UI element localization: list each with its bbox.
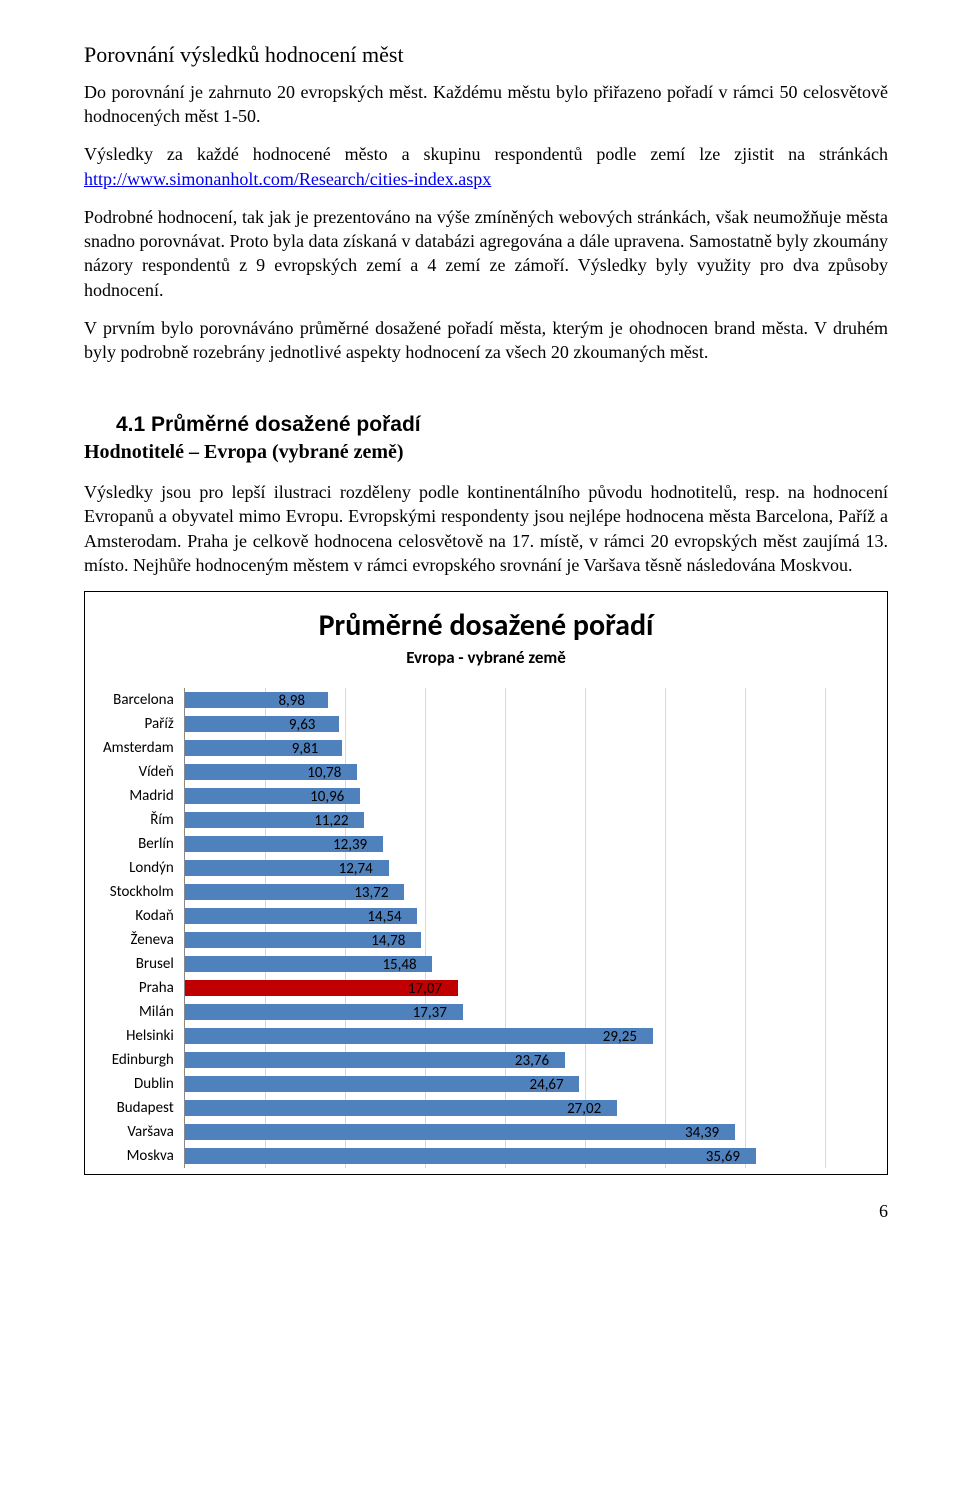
chart-bar-row: 27,02 — [185, 1096, 825, 1120]
chart-category-label: Barcelona — [103, 688, 174, 712]
chart-category-label: Madrid — [103, 784, 174, 808]
chart-category-label: Vídeň — [103, 760, 174, 784]
chart-bar-value: 10,78 — [307, 763, 341, 783]
research-link[interactable]: http://www.simonanholt.com/Research/citi… — [84, 169, 491, 189]
chart-bar-value: 23,76 — [515, 1051, 549, 1071]
paragraph-1: Do porovnání je zahrnuto 20 evropských m… — [84, 80, 888, 129]
chart-category-label: Budapest — [103, 1096, 174, 1120]
chart-bar-row: 10,78 — [185, 760, 825, 784]
chart-bar-row: 14,78 — [185, 928, 825, 952]
chart-category-label: Helsinki — [103, 1024, 174, 1048]
chart-bar-value: 15,48 — [382, 955, 416, 975]
chart-bar-row: 10,96 — [185, 784, 825, 808]
chart-category-label: Řím — [103, 808, 174, 832]
chart-bar-row: 17,07 — [185, 976, 825, 1000]
chart-title: Průměrné dosažené pořadí — [103, 606, 869, 647]
chart-bar-value: 9,63 — [289, 715, 316, 735]
chart-category-label: Praha — [103, 976, 174, 1000]
chart-category-label: Londýn — [103, 856, 174, 880]
chart-category-label: Milán — [103, 1000, 174, 1024]
chart-bar-value: 14,78 — [371, 931, 405, 951]
chart-category-label: Berlín — [103, 832, 174, 856]
chart-category-label: Kodaň — [103, 904, 174, 928]
chart-category-label: Paříž — [103, 712, 174, 736]
chart-gridline — [825, 688, 826, 1168]
chart-bar-row: 24,67 — [185, 1072, 825, 1096]
chart-bar — [185, 1076, 580, 1092]
chart-category-label: Edinburgh — [103, 1048, 174, 1072]
chart-category-label: Ženeva — [103, 928, 174, 952]
chart-bar — [185, 1100, 617, 1116]
chart-bar-value: 9,81 — [292, 739, 319, 759]
chart-frame: Průměrné dosažené pořadí Evropa - vybran… — [84, 591, 888, 1174]
chart-bar-row: 11,22 — [185, 808, 825, 832]
chart-bar-value: 35,69 — [706, 1147, 740, 1167]
chart-bar-row: 35,69 — [185, 1144, 825, 1168]
chart-bar — [185, 1052, 565, 1068]
chart-bar — [185, 1028, 653, 1044]
chart-bar-value: 11,22 — [314, 811, 348, 831]
chart-bar-value: 12,39 — [333, 835, 367, 855]
chart-bar-row: 15,48 — [185, 952, 825, 976]
chart-bar-value: 27,02 — [567, 1099, 601, 1119]
paragraph-5: Výsledky jsou pro lepší ilustraci rozděl… — [84, 480, 888, 577]
chart-bar-value: 12,74 — [339, 859, 373, 879]
chart-bar-row: 9,63 — [185, 712, 825, 736]
para2-text: Výsledky za každé hodnocené město a skup… — [84, 144, 888, 164]
page-number: 6 — [84, 1199, 888, 1223]
chart-area: BarcelonaPařížAmsterdamVídeňMadridŘímBer… — [103, 688, 869, 1168]
chart-bar — [185, 1124, 735, 1140]
chart-category-label: Stockholm — [103, 880, 174, 904]
chart-bar-row: 17,37 — [185, 1000, 825, 1024]
subsection-heading: 4.1 Průměrné dosažené pořadí — [116, 411, 888, 439]
chart-bar-row: 12,74 — [185, 856, 825, 880]
chart-category-label: Dublin — [103, 1072, 174, 1096]
chart-ylabels: BarcelonaPařížAmsterdamVídeňMadridŘímBer… — [103, 688, 184, 1168]
chart-bar-value: 10,96 — [310, 787, 344, 807]
chart-bar-row: 13,72 — [185, 880, 825, 904]
chart-bar-row: 29,25 — [185, 1024, 825, 1048]
chart-bar-value: 24,67 — [529, 1075, 563, 1095]
chart-bar-value: 17,07 — [408, 979, 442, 999]
subsection-subtitle: Hodnotitelé – Evropa (vybrané země) — [84, 439, 888, 466]
chart-bar-value: 34,39 — [685, 1123, 719, 1143]
chart-bar-value: 17,37 — [413, 1003, 447, 1023]
chart-bar-value: 14,54 — [367, 907, 401, 927]
chart-bar-row: 12,39 — [185, 832, 825, 856]
chart-category-label: Amsterdam — [103, 736, 174, 760]
chart-bar — [185, 692, 329, 708]
section-title: Porovnání výsledků hodnocení měst — [84, 40, 888, 70]
chart-bar-row: 14,54 — [185, 904, 825, 928]
chart-bar — [185, 716, 339, 732]
paragraph-3: Podrobné hodnocení, tak jak je prezentov… — [84, 205, 888, 302]
chart-category-label: Varšava — [103, 1120, 174, 1144]
chart-bar-row: 23,76 — [185, 1048, 825, 1072]
chart-bar-value: 29,25 — [603, 1027, 637, 1047]
chart-bar-row: 8,98 — [185, 688, 825, 712]
paragraph-2: Výsledky za každé hodnocené město a skup… — [84, 142, 888, 191]
chart-plot: 8,98 9,63 9,81 10,78 10,96 11,22 12,39 12,74 13,… — [184, 688, 869, 1168]
chart-bar-row: 34,39 — [185, 1120, 825, 1144]
chart-bar-value: 13,72 — [354, 883, 388, 903]
chart-bar-row: 9,81 — [185, 736, 825, 760]
chart-category-label: Moskva — [103, 1144, 174, 1168]
chart-bar-value: 8,98 — [278, 691, 305, 711]
chart-category-label: Brusel — [103, 952, 174, 976]
chart-bar — [185, 1148, 756, 1164]
paragraph-4: V prvním bylo porovnáváno průměrné dosaž… — [84, 316, 888, 365]
chart-subtitle: Evropa - vybrané země — [103, 647, 869, 670]
